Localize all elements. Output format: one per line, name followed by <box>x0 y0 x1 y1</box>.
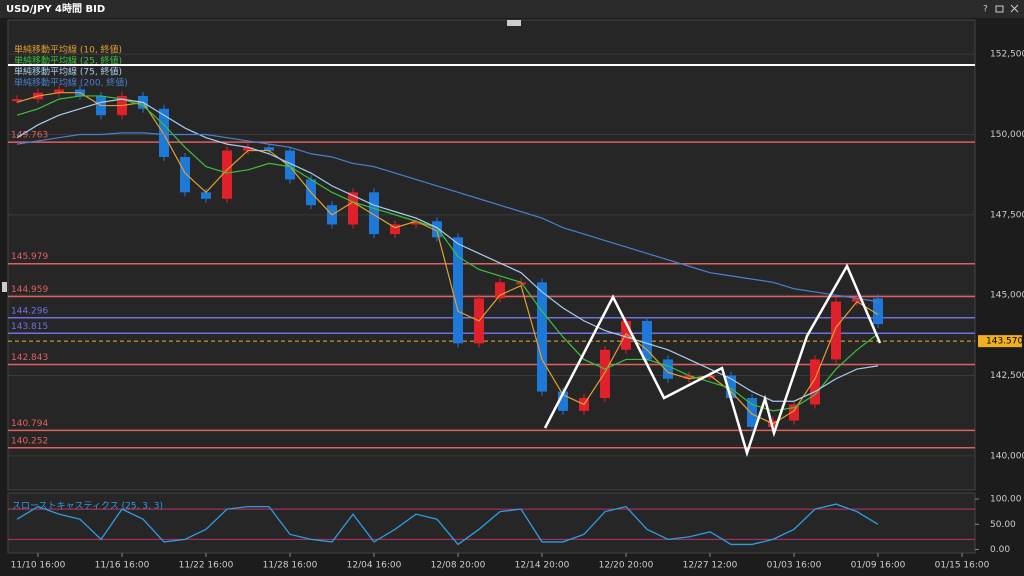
price-pane <box>7 19 976 491</box>
x-tick-label: 11/10 16:00 <box>11 561 66 571</box>
collapse-handle[interactable] <box>507 20 521 26</box>
candle <box>810 359 820 405</box>
candle <box>243 147 253 151</box>
help-button[interactable]: ? <box>983 5 988 15</box>
y-tick-label: 140,000 <box>990 451 1024 461</box>
candle <box>852 298 862 302</box>
candle <box>390 224 400 235</box>
candle <box>264 147 274 151</box>
candle <box>54 89 64 93</box>
candle <box>453 237 463 344</box>
level-label: 140.794 <box>11 419 48 429</box>
level-label: 142.843 <box>11 353 48 363</box>
last-price-label: 143.570 <box>986 337 1023 347</box>
candle <box>789 404 799 421</box>
x-tick-label: 11/28 16:00 <box>263 561 318 571</box>
candle <box>537 282 547 392</box>
candle <box>159 108 169 157</box>
x-tick-label: 01/09 16:00 <box>851 561 906 571</box>
candle <box>432 221 442 238</box>
window-title: USD/JPY 4時間 BID <box>6 2 105 15</box>
candle <box>621 320 631 350</box>
y-tick-label: 0.00 <box>990 545 1010 555</box>
x-tick-label: 11/16 16:00 <box>95 561 150 571</box>
candle <box>684 375 694 379</box>
x-tick-label: 12/08 20:00 <box>431 561 486 571</box>
level-label: 143.815 <box>11 322 48 332</box>
legend-entry: 単純移動平均線 (10, 終値) <box>14 44 122 56</box>
candle <box>222 150 232 199</box>
x-tick-label: 12/14 20:00 <box>515 561 570 571</box>
candle <box>495 282 505 299</box>
candle <box>831 301 841 360</box>
y-tick-label: 142,500 <box>990 371 1024 381</box>
candle <box>285 150 295 180</box>
candle <box>201 192 211 199</box>
candle <box>369 192 379 235</box>
last-price-badge <box>978 335 1022 348</box>
candle <box>873 298 883 325</box>
plot: 152,500 150,000 147,500 145,000 142,500 140,0… <box>8 44 1024 571</box>
candle <box>411 221 421 225</box>
pattern-drawing <box>543 263 882 458</box>
legend-entry: 単純移動平均線 (200, 終値) <box>14 77 128 89</box>
y-tick-label: 50.00 <box>990 520 1016 530</box>
candle <box>642 320 652 360</box>
x-tick-label: 01/15 16:00 <box>935 561 990 571</box>
level-label: 140.252 <box>11 436 48 446</box>
stoch-pane <box>7 492 976 554</box>
y-tick-label: 152,500 <box>990 50 1024 60</box>
candle <box>558 391 568 411</box>
x-tick-label: 12/27 12:00 <box>683 561 738 571</box>
candle <box>600 349 610 399</box>
maximize-button[interactable] <box>995 5 1004 13</box>
candle <box>12 99 22 102</box>
ma-line <box>16 92 879 425</box>
y-tick-label: 145,000 <box>990 291 1024 301</box>
title-bar <box>0 0 1024 18</box>
candle <box>348 192 358 225</box>
legend-entry: 単純移動平均線 (75, 終値) <box>14 66 122 78</box>
stoch-line <box>16 503 879 546</box>
y-tick-label: 150,000 <box>990 130 1024 140</box>
candle <box>180 156 190 193</box>
x-tick-label: 01/03 16:00 <box>767 561 822 571</box>
close-button[interactable] <box>1010 4 1019 13</box>
ma-line <box>16 95 879 412</box>
ma-line <box>16 98 879 402</box>
x-tick-label: 12/20 20:00 <box>599 561 654 571</box>
y-tick-label: 100.00 <box>990 495 1022 505</box>
x-tick-label: 11/22 16:00 <box>179 561 234 571</box>
indicator-title: スローストキャスティクス (25, 3, 3) <box>12 501 163 512</box>
level-label: 144.296 <box>11 306 48 316</box>
level-label: 144.959 <box>11 285 48 295</box>
level-label: 149.763 <box>11 131 48 141</box>
window-buttons[interactable]: ? <box>983 4 1019 15</box>
candle <box>663 359 673 379</box>
x-tick-label: 12/04 16:00 <box>347 561 402 571</box>
candle <box>705 375 715 378</box>
ma-line <box>16 132 879 303</box>
candle <box>726 375 736 399</box>
side-handle[interactable] <box>2 282 7 292</box>
legend-entry: 単純移動平均線 (25, 終値) <box>14 55 122 67</box>
level-label: 145.979 <box>11 252 48 262</box>
y-tick-label: 147,500 <box>990 210 1024 220</box>
candle <box>747 398 757 427</box>
